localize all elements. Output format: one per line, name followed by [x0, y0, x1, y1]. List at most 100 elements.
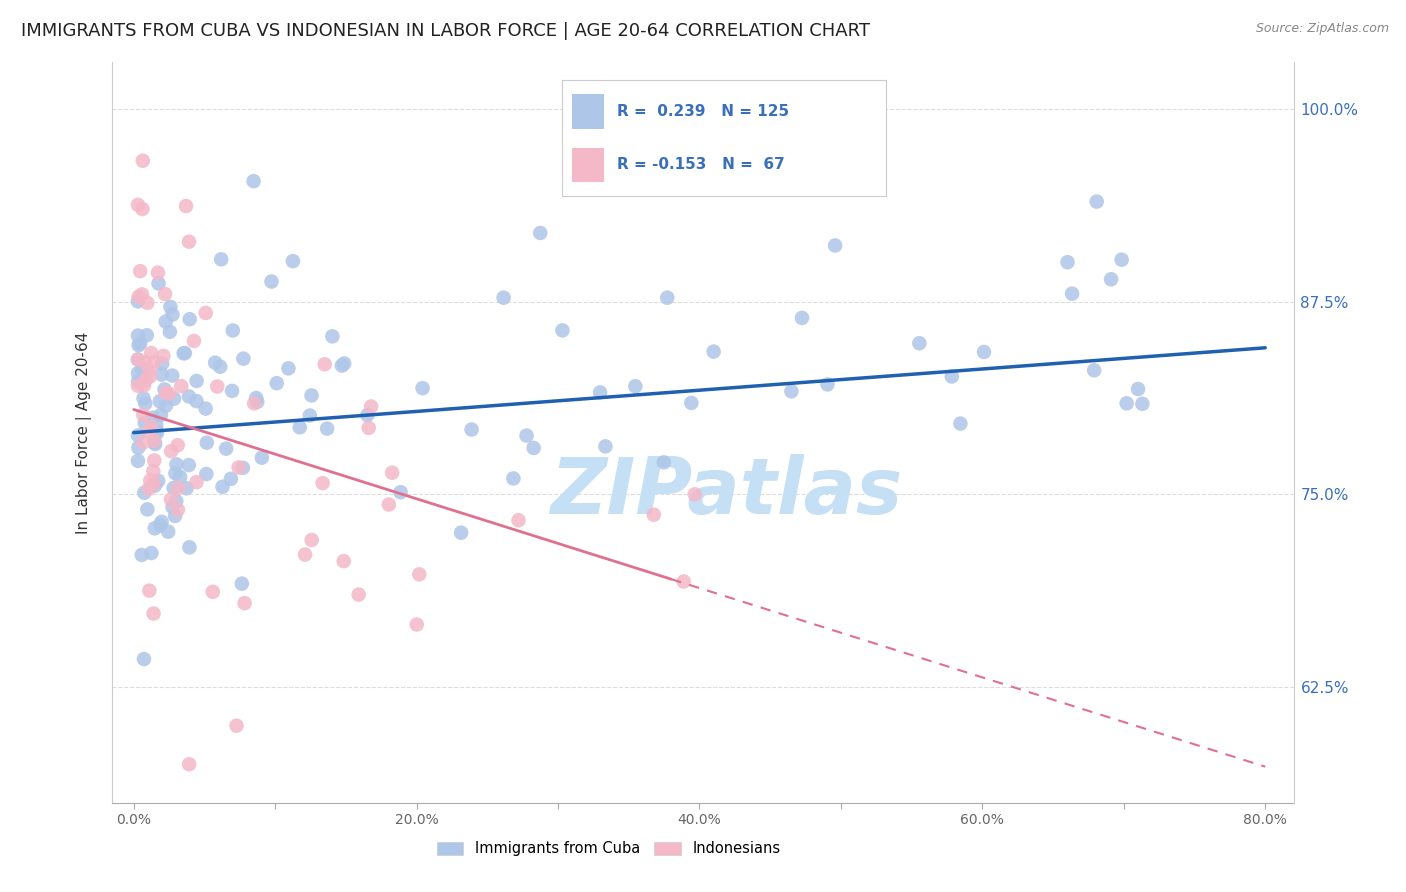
Point [129, 264, 152, 278]
Point [523, 441, 546, 455]
Point [132, 378, 155, 392]
Point [143, 437, 166, 451]
Point [321, 329, 343, 343]
Point [683, 487, 706, 501]
Point [139, 474, 162, 488]
Point [332, 554, 354, 568]
Point [129, 336, 152, 351]
Point [141, 546, 163, 560]
Point [134, 416, 156, 430]
Y-axis label: In Labor Force | Age 20-64: In Labor Force | Age 20-64 [76, 332, 91, 533]
Point [232, 351, 254, 366]
Point [149, 518, 172, 533]
Point [681, 396, 703, 410]
Point [157, 524, 180, 539]
Point [232, 460, 254, 475]
Point [127, 198, 149, 212]
Point [412, 381, 434, 395]
Point [225, 719, 247, 733]
Point [167, 481, 190, 495]
Point [186, 394, 208, 409]
Point [301, 388, 323, 402]
Text: ZIPatlas: ZIPatlas [551, 454, 903, 530]
Point [515, 428, 537, 442]
Point [138, 364, 160, 378]
Point [1115, 396, 1137, 410]
Point [162, 368, 184, 383]
FancyBboxPatch shape [572, 95, 605, 129]
Point [134, 396, 156, 410]
Point [529, 226, 551, 240]
Point [153, 383, 176, 397]
Point [169, 470, 191, 484]
Point [246, 394, 269, 409]
Point [378, 498, 401, 512]
Point [790, 310, 813, 325]
Point [356, 408, 378, 422]
Point [228, 460, 250, 475]
Point [145, 418, 167, 433]
Text: Source: ZipAtlas.com: Source: ZipAtlas.com [1256, 22, 1389, 36]
Point [141, 346, 163, 360]
Point [159, 300, 181, 314]
Point [157, 386, 180, 401]
Point [194, 401, 217, 416]
Point [941, 369, 963, 384]
Point [146, 474, 169, 488]
Point [165, 458, 187, 472]
Point [145, 424, 167, 438]
Point [163, 392, 186, 406]
Point [242, 174, 264, 188]
Point [142, 476, 165, 491]
Point [209, 359, 232, 374]
Point [174, 199, 197, 213]
Point [209, 252, 232, 267]
Point [159, 325, 181, 339]
Point [301, 533, 323, 547]
Point [672, 574, 695, 589]
Point [146, 266, 169, 280]
Point [143, 355, 166, 369]
Point [165, 508, 187, 523]
Point [149, 394, 172, 409]
Point [222, 323, 245, 337]
Point [142, 607, 165, 621]
Point [155, 315, 177, 329]
Point [131, 548, 153, 562]
Point [143, 435, 166, 450]
Point [131, 361, 153, 376]
Point [165, 467, 187, 481]
Point [128, 338, 150, 352]
Point [195, 467, 218, 481]
Point [460, 423, 482, 437]
Point [1099, 272, 1122, 286]
Point [1132, 397, 1154, 411]
Point [1083, 363, 1105, 377]
Point [551, 323, 574, 337]
Point [221, 384, 243, 398]
Point [408, 567, 430, 582]
Point [150, 357, 173, 371]
Point [146, 425, 169, 440]
Point [166, 438, 188, 452]
Point [233, 596, 256, 610]
Point [204, 356, 226, 370]
Point [127, 378, 149, 392]
Point [250, 450, 273, 465]
Point [132, 652, 155, 666]
Legend: Immigrants from Cuba, Indonesians: Immigrants from Cuba, Indonesians [430, 836, 786, 863]
Point [131, 287, 153, 301]
Point [1062, 286, 1084, 301]
Text: R = -0.153   N =  67: R = -0.153 N = 67 [617, 157, 785, 172]
Point [138, 583, 160, 598]
Point [183, 334, 205, 348]
Point [143, 478, 166, 492]
Point [330, 359, 353, 373]
Point [162, 500, 184, 514]
Point [138, 482, 160, 496]
Point [132, 435, 155, 450]
Point [134, 485, 156, 500]
Point [132, 408, 155, 422]
Point [138, 425, 160, 439]
Point [177, 235, 200, 249]
